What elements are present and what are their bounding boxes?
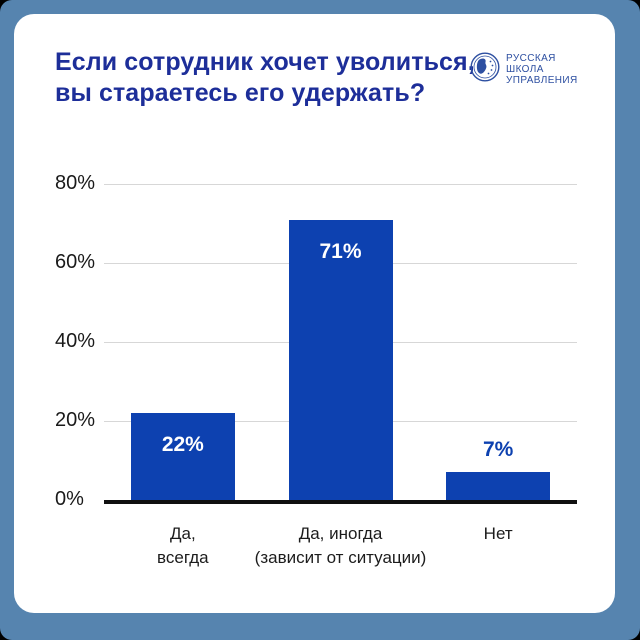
x-category-label-line: Да, [169,524,196,543]
y-axis-tick-label: 80% [55,172,96,194]
x-axis-line [104,500,577,504]
page-title-line1: Если сотрудник хочет уволиться, [55,48,475,76]
y-axis-tick-label: 60% [55,251,96,273]
bar [446,472,551,500]
x-category-label-line: Нет [483,524,513,543]
logo-text-line1: РУССКАЯ [506,53,556,64]
bar-value-label: 7% [482,438,514,462]
globe-icon [470,52,500,82]
bar-chart: 0% 20% 40% 60% 80% 22% Да, всегда 71% Да, иногда (… [55,172,577,567]
gridline [104,183,577,185]
logo-text-line2: ШКОЛА [506,64,544,75]
x-category-label-line: Да, иногда [298,524,383,543]
bar-value-label: 71% [319,239,362,263]
x-category-label: Нет [383,522,613,546]
y-axis-tick-label: 20% [55,409,96,431]
x-category-label-line: (зависит от ситуации) [254,548,427,567]
y-axis-tick-label: 0% [55,488,84,510]
y-axis-tick-label: 40% [55,330,96,352]
logo-text: РУССКАЯ ШКОЛА УПРАВЛЕНИЯ [506,52,578,86]
x-category-label: Да, иногда (зависит от ситуации) [226,522,456,570]
page-title: Если сотрудник хочет уволиться, вы стара… [55,47,475,109]
bar [130,413,235,500]
x-category-label: Да, всегда [68,522,298,570]
bar-value-label: 22% [161,433,204,457]
company-logo: РУССКАЯ ШКОЛА УПРАВЛЕНИЯ [470,52,578,86]
page-title-line2: вы стараетесь его удержать? [55,79,426,107]
bar [288,219,393,500]
x-category-label-line: всегда [157,548,209,567]
chart-card: Если сотрудник хочет уволиться, вы стара… [14,14,615,613]
logo-text-line3: УПРАВЛЕНИЯ [506,75,578,86]
